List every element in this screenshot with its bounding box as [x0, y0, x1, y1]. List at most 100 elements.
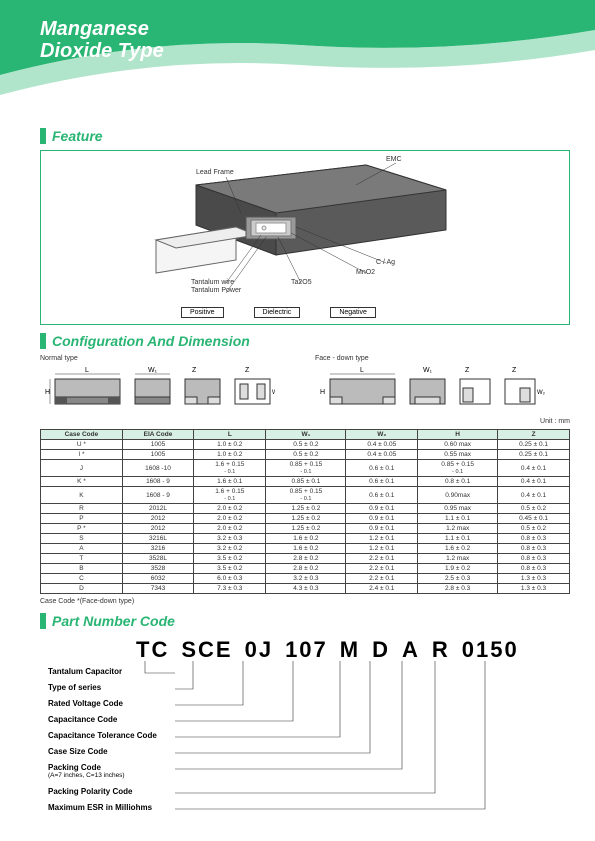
- pn-legend-item: Capacitance Code: [48, 715, 117, 724]
- table-cell: 1.25 ± 0.2: [266, 514, 346, 524]
- table-header: H: [418, 430, 498, 440]
- table-row: U *10051.0 ± 0.20.5 ± 0.20.4 ± 0.050.60 …: [41, 440, 570, 450]
- table-cell: 2.8 ± 0.3: [418, 584, 498, 594]
- page-title: Manganese Dioxide Type: [40, 18, 164, 62]
- table-cell: 4.3 ± 0.3: [266, 584, 346, 594]
- pn-legend-item: Packing Code(A=7 inches, C=13 inches): [48, 763, 125, 779]
- table-cell: 6032: [122, 574, 193, 584]
- table-row: J1608 -101.6 + 0.15- 0.10.85 + 0.15- 0.1…: [41, 460, 570, 477]
- table-cell: 1.25 ± 0.2: [266, 504, 346, 514]
- table-cell: 3528L: [122, 554, 193, 564]
- label-facedown: Face - down type: [315, 355, 550, 362]
- table-cell: 0.9 ± 0.1: [346, 524, 418, 534]
- label-emc: EMC: [386, 156, 402, 163]
- table-cell: 3216L: [122, 534, 193, 544]
- table-cell: A: [41, 544, 123, 554]
- table-cell: 0.4 ± 0.1: [498, 487, 570, 504]
- section-bar: [40, 333, 46, 349]
- title-line2: Dioxide Type: [40, 40, 164, 62]
- pn-part: D: [372, 637, 390, 663]
- pn-legend-item: Rated Voltage Code: [48, 699, 123, 708]
- table-cell: 0.6 ± 0.1: [346, 487, 418, 504]
- table-cell: 2012L: [122, 504, 193, 514]
- table-cell: 0.95 max: [418, 504, 498, 514]
- table-cell: T: [41, 554, 123, 564]
- table-cell: 0.25 ± 0.1: [498, 450, 570, 460]
- table-note: Case Code *(Face-down type): [40, 598, 570, 605]
- box-dielectric: Dielectric: [254, 307, 301, 318]
- table-row: S3216L3.2 ± 0.31.6 ± 0.21.2 ± 0.11.1 ± 0…: [41, 534, 570, 544]
- table-cell: P *: [41, 524, 123, 534]
- pn-legend-item: Packing Polarity Code: [48, 787, 132, 796]
- table-cell: 0.85 + 0.15- 0.1: [266, 487, 346, 504]
- pn-part: M: [340, 637, 360, 663]
- svg-text:W₂: W₂: [272, 390, 275, 396]
- table-cell: 1608 - 9: [122, 477, 193, 487]
- dimension-area: Normal type L H W₁ Z: [40, 355, 570, 605]
- box-positive: Positive: [181, 307, 224, 318]
- section-bar: [40, 128, 46, 144]
- pn-part: SCE: [181, 637, 232, 663]
- table-cell: 6.0 ± 0.3: [194, 574, 266, 584]
- table-cell: 0.8 ± 0.1: [418, 477, 498, 487]
- table-cell: 2.2 ± 0.1: [346, 564, 418, 574]
- dimension-table: Case CodeEIA CodeLW₁W₂HZ U *10051.0 ± 0.…: [40, 429, 570, 594]
- table-cell: R: [41, 504, 123, 514]
- label-tantwire: Tantalum wire: [191, 279, 234, 286]
- table-cell: J: [41, 460, 123, 477]
- table-cell: 0.9 ± 0.1: [346, 514, 418, 524]
- table-cell: 1.6 ± 0.2: [266, 544, 346, 554]
- pn-legend-item: Case Size Code: [48, 747, 108, 756]
- table-cell: 3.5 ± 0.2: [194, 564, 266, 574]
- unit-label: Unit : mm: [40, 418, 570, 425]
- table-cell: 0.45 ± 0.1: [498, 514, 570, 524]
- table-cell: 1.1 ± 0.1: [418, 514, 498, 524]
- table-cell: 1.3 ± 0.3: [498, 584, 570, 594]
- table-cell: 1608 - 9: [122, 487, 193, 504]
- table-cell: 0.6 ± 0.1: [346, 460, 418, 477]
- table-cell: 3.2 ± 0.3: [194, 534, 266, 544]
- table-cell: K: [41, 487, 123, 504]
- table-cell: 2.2 ± 0.1: [346, 574, 418, 584]
- table-header: EIA Code: [122, 430, 193, 440]
- section-bar: [40, 613, 46, 629]
- table-cell: 0.90max: [418, 487, 498, 504]
- title-line1: Manganese: [40, 18, 164, 40]
- pn-part: A: [402, 637, 420, 663]
- table-cell: 1005: [122, 450, 193, 460]
- table-cell: 0.8 ± 0.3: [498, 564, 570, 574]
- normal-type-diagram: L H W₁ Z: [40, 364, 275, 414]
- table-row: R2012L2.0 ± 0.21.25 ± 0.20.9 ± 0.10.95 m…: [41, 504, 570, 514]
- feature-diagram-box: Lead Frame EMC Tantalum wire Tantalum Po…: [40, 150, 570, 325]
- table-row: K1608 - 91.6 + 0.15- 0.10.85 + 0.15- 0.1…: [41, 487, 570, 504]
- table-cell: 1.6 + 0.15- 0.1: [194, 460, 266, 477]
- label-tantpower: Tantalum Power: [191, 287, 241, 294]
- table-cell: 1.0 ± 0.2: [194, 440, 266, 450]
- table-cell: 2.2 ± 0.1: [346, 554, 418, 564]
- table-row: T3528L3.5 ± 0.22.8 ± 0.22.2 ± 0.11.2 max…: [41, 554, 570, 564]
- table-cell: 2.8 ± 0.2: [266, 554, 346, 564]
- table-cell: 3.5 ± 0.2: [194, 554, 266, 564]
- part-number-code: TCSCE0J107MDAR0150: [130, 637, 570, 663]
- pn-part: 107: [285, 637, 328, 663]
- table-cell: U *: [41, 440, 123, 450]
- table-cell: 3216: [122, 544, 193, 554]
- table-cell: 1.0 ± 0.2: [194, 450, 266, 460]
- pn-part: R: [432, 637, 450, 663]
- table-cell: 2.5 ± 0.3: [418, 574, 498, 584]
- table-cell: P: [41, 514, 123, 524]
- table-cell: 0.5 ± 0.2: [498, 504, 570, 514]
- pn-legend-item: Maximum ESR in Milliohms: [48, 803, 152, 812]
- box-negative: Negative: [330, 307, 376, 318]
- table-cell: 1608 -10: [122, 460, 193, 477]
- table-cell: 1.1 ± 0.1: [418, 534, 498, 544]
- table-row: A32163.2 ± 0.21.6 ± 0.21.2 ± 0.11.6 ± 0.…: [41, 544, 570, 554]
- table-cell: 0.85 ± 0.1: [266, 477, 346, 487]
- table-cell: 1.2 max: [418, 554, 498, 564]
- section-header-pncode: Part Number Code: [40, 613, 570, 629]
- pn-legend-item: Capacitance Tolerance Code: [48, 731, 157, 740]
- table-row: P *20122.0 ± 0.21.25 ± 0.20.9 ± 0.11.2 m…: [41, 524, 570, 534]
- svg-text:H: H: [320, 389, 325, 396]
- table-row: P20122.0 ± 0.21.25 ± 0.20.9 ± 0.11.1 ± 0…: [41, 514, 570, 524]
- table-cell: 0.6 ± 0.1: [346, 477, 418, 487]
